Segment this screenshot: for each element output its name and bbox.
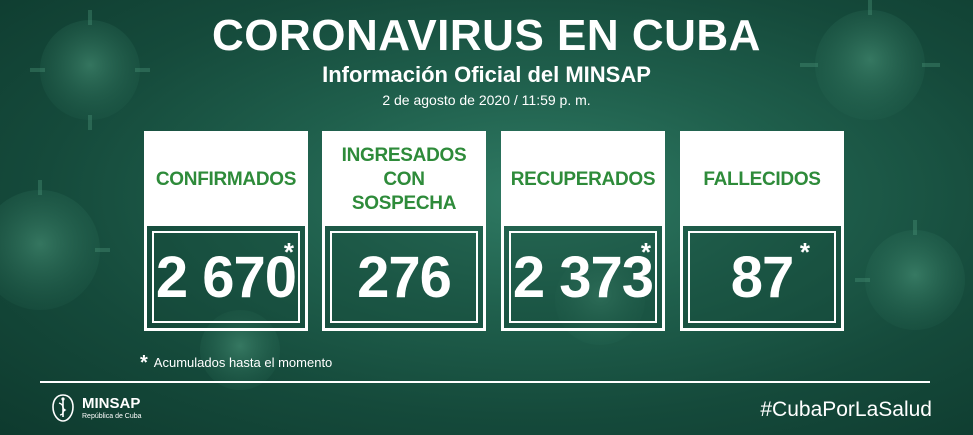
cumulative-star: * (799, 237, 810, 267)
card-label: RECUPERADOS (504, 134, 662, 226)
card-recuperados: RECUPERADOS 2 373 * (501, 131, 665, 331)
logo-subtitle: República de Cuba (82, 413, 142, 420)
card-value: 87 (730, 244, 795, 310)
footnote: * Acumulados hasta el momento (140, 352, 333, 374)
footnote-text: Acumulados hasta el momento (153, 355, 333, 370)
card-fallecidos: FALLECIDOS 87 * (680, 131, 844, 331)
caduceus-emblem-icon (52, 394, 74, 422)
card-value: 276 (357, 244, 452, 310)
page-title: CORONAVIRUS EN CUBA (212, 11, 761, 60)
footnote-star: * (140, 352, 148, 374)
card-value-box: 276 (330, 231, 478, 323)
stats-cards: CONFIRMADOS 2 670 * INGRESADOS CON SOSPE… (144, 131, 844, 331)
card-label-line1: RECUPERADOS (510, 169, 656, 190)
card-label-line1: FALLECIDOS (703, 169, 821, 190)
report-date: 2 de agosto de 2020 / 11:59 p. m. (382, 92, 591, 108)
card-confirmados: CONFIRMADOS 2 670 * (144, 131, 308, 331)
minsap-logo: MINSAP República de Cuba (50, 393, 142, 423)
hashtag: #CubaPorLaSalud (760, 398, 932, 421)
cumulative-star: * (640, 237, 651, 267)
card-label-line1: INGRESADOS (341, 145, 467, 166)
header: CORONAVIRUS EN CUBA Información Oficial … (0, 8, 973, 110)
card-ingresados: INGRESADOS CON SOSPECHA 276 (322, 131, 486, 331)
card-value: 2 670 (155, 244, 297, 310)
card-label-line1: CONFIRMADOS (155, 169, 297, 190)
card-label: FALLECIDOS (683, 134, 841, 226)
card-label-line2: CON SOSPECHA (351, 169, 457, 214)
card-value: 2 373 (512, 244, 654, 310)
card-value-box: 2 373 * (509, 231, 657, 323)
card-label: INGRESADOS CON SOSPECHA (325, 134, 483, 226)
card-value-box: 87 * (688, 231, 836, 323)
footer-divider (40, 381, 930, 383)
page-subtitle: Información Oficial del MINSAP (322, 62, 651, 87)
logo-name: MINSAP (82, 395, 141, 412)
cumulative-star: * (283, 237, 294, 267)
card-value-box: 2 670 * (152, 231, 300, 323)
card-label: CONFIRMADOS (147, 134, 305, 226)
